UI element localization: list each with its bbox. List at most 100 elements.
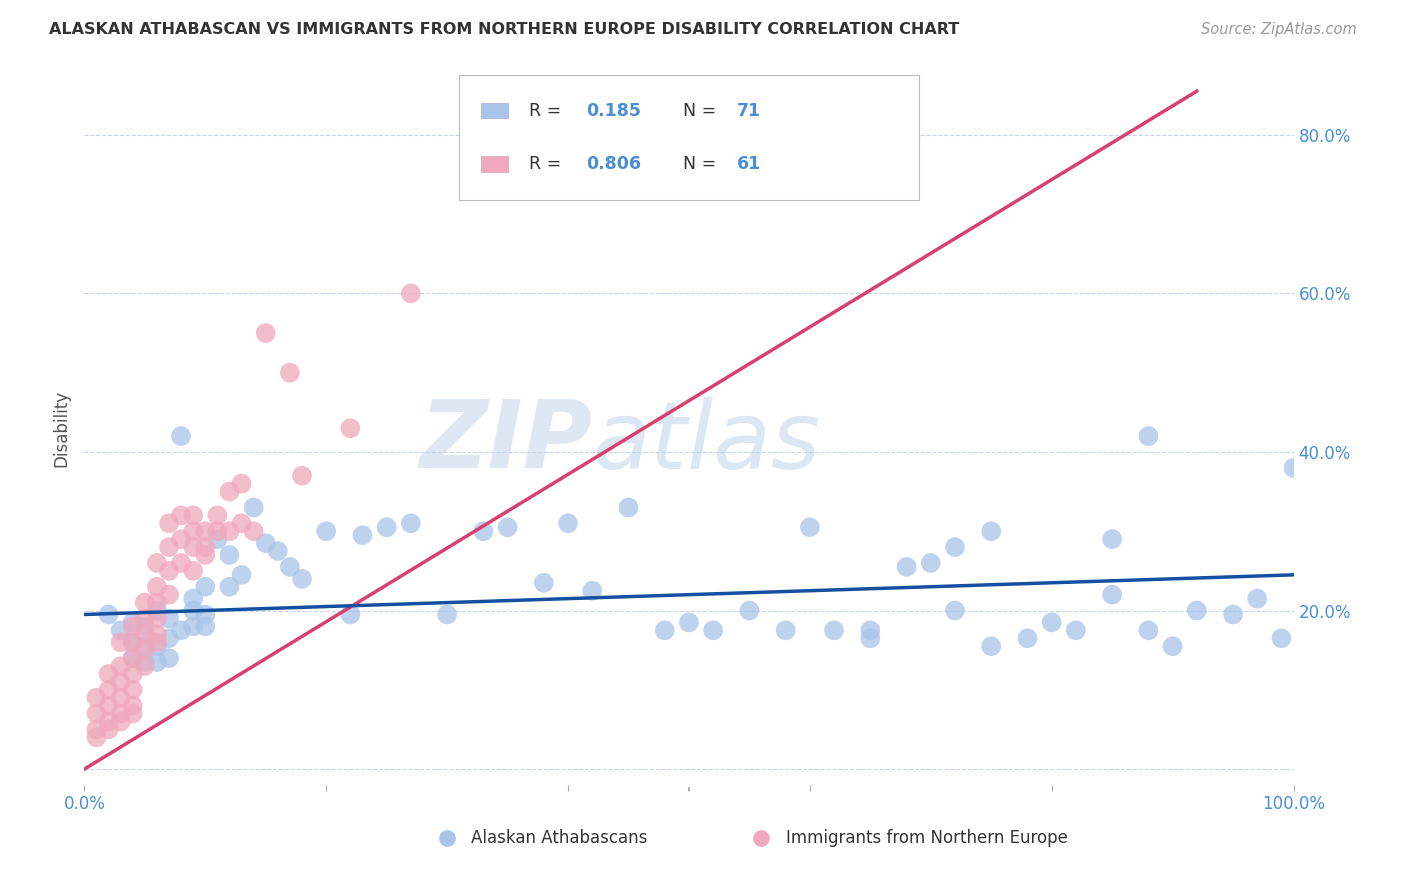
Point: [146, 627, 169, 641]
Point: [110, 714, 132, 729]
Point: [980, 524, 1002, 539]
Point: [799, 520, 821, 534]
Point: [242, 500, 264, 515]
Point: [170, 532, 193, 546]
Point: [557, 516, 579, 531]
Point: [399, 286, 422, 301]
Point: [110, 690, 132, 705]
Point: [157, 611, 180, 625]
Point: [146, 635, 169, 649]
Point: [1185, 603, 1208, 617]
Point: [496, 520, 519, 534]
Point: [134, 655, 156, 669]
Point: [86, 723, 108, 737]
Point: [218, 548, 240, 562]
Point: [157, 588, 180, 602]
Point: [146, 611, 169, 625]
Text: N =: N =: [683, 155, 721, 173]
Point: [97, 607, 120, 622]
Point: [775, 624, 797, 638]
Text: 71: 71: [737, 102, 762, 120]
FancyBboxPatch shape: [460, 75, 918, 200]
Point: [134, 619, 156, 633]
Point: [157, 632, 180, 646]
Point: [134, 596, 156, 610]
Point: [121, 706, 143, 721]
Point: [181, 524, 204, 539]
FancyBboxPatch shape: [481, 156, 508, 172]
Point: [436, 607, 458, 622]
Point: [121, 651, 143, 665]
Point: [738, 603, 761, 617]
Point: [194, 580, 217, 594]
Point: [121, 635, 143, 649]
Point: [194, 607, 217, 622]
Point: [617, 128, 640, 142]
Point: [218, 524, 240, 539]
Point: [181, 619, 204, 633]
Point: [97, 698, 120, 713]
Point: [194, 619, 217, 633]
Point: [157, 516, 180, 531]
Point: [291, 572, 314, 586]
Text: R =: R =: [529, 155, 567, 173]
Point: [581, 583, 603, 598]
Point: [375, 520, 398, 534]
Point: [86, 706, 108, 721]
Point: [181, 591, 204, 606]
Text: Immigrants from Northern Europe: Immigrants from Northern Europe: [786, 830, 1067, 847]
Point: [654, 624, 676, 638]
Point: [121, 635, 143, 649]
Point: [194, 548, 217, 562]
Point: [97, 667, 120, 681]
Point: [617, 500, 640, 515]
Point: [146, 580, 169, 594]
Text: 0.185: 0.185: [586, 102, 641, 120]
Point: [110, 635, 132, 649]
Point: [157, 564, 180, 578]
Point: [231, 567, 253, 582]
Point: [181, 603, 204, 617]
Point: [110, 659, 132, 673]
Point: [291, 468, 314, 483]
Point: [134, 627, 156, 641]
Point: [134, 611, 156, 625]
Point: [110, 706, 132, 721]
Point: [533, 575, 555, 590]
Point: [1282, 460, 1305, 475]
Text: Alaskan Athabascans: Alaskan Athabascans: [471, 830, 648, 847]
Point: [157, 540, 180, 554]
Point: [1064, 624, 1087, 638]
Point: [181, 508, 204, 523]
Point: [146, 655, 169, 669]
Point: [170, 508, 193, 523]
Point: [146, 556, 169, 570]
Point: [121, 682, 143, 697]
Point: [134, 639, 156, 653]
Point: [1101, 588, 1123, 602]
Point: [1246, 591, 1268, 606]
Point: [134, 659, 156, 673]
Text: atlas: atlas: [592, 397, 821, 488]
Point: [181, 540, 204, 554]
Text: R =: R =: [529, 102, 567, 120]
Point: [278, 560, 301, 574]
Point: [352, 528, 374, 542]
Point: [121, 651, 143, 665]
Point: [121, 615, 143, 630]
Text: Source: ZipAtlas.com: Source: ZipAtlas.com: [1201, 22, 1357, 37]
Point: [1101, 532, 1123, 546]
Point: [339, 607, 361, 622]
Point: [980, 639, 1002, 653]
Point: [702, 624, 724, 638]
Point: [146, 596, 169, 610]
Point: [943, 603, 966, 617]
Point: [194, 524, 217, 539]
Point: [207, 508, 229, 523]
Point: [157, 651, 180, 665]
Point: [231, 476, 253, 491]
Point: [278, 366, 301, 380]
Point: [399, 516, 422, 531]
Point: [207, 532, 229, 546]
Point: [194, 540, 217, 554]
